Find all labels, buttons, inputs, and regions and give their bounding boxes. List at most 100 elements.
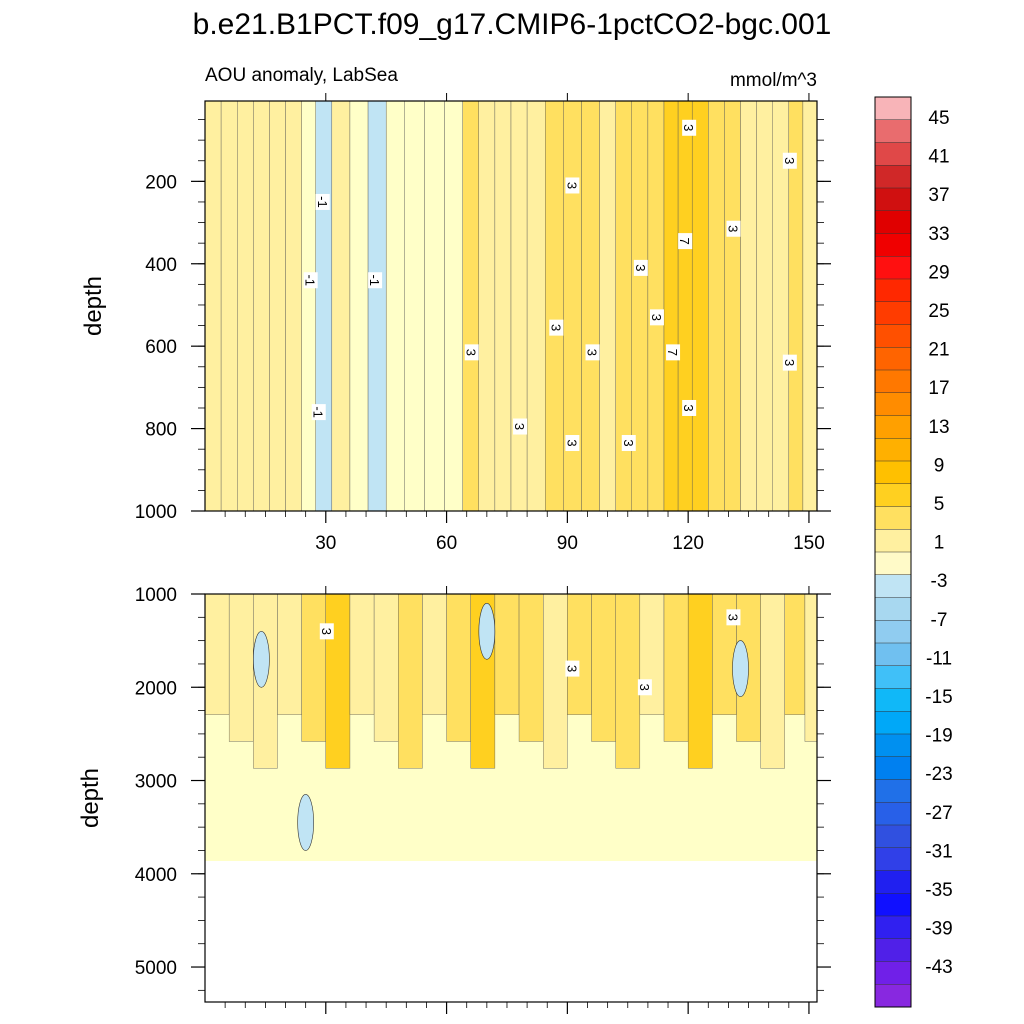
colorbar-label: -19 bbox=[925, 726, 952, 747]
contour-label-box bbox=[726, 609, 741, 626]
data-column bbox=[301, 594, 326, 742]
colorbar-swatch bbox=[875, 643, 911, 667]
colorbar-swatch bbox=[875, 529, 911, 553]
contour-label: 3 bbox=[725, 220, 741, 237]
contour-label-text: 7 bbox=[665, 349, 680, 356]
data-column bbox=[478, 101, 496, 511]
colorbar-swatch bbox=[875, 825, 911, 849]
lower-ylabel: depth bbox=[77, 768, 104, 828]
contour-label: 3 bbox=[319, 623, 334, 640]
colorbar-swatch bbox=[875, 97, 911, 121]
colorbar-label: 37 bbox=[928, 185, 949, 206]
colorbar-swatch bbox=[875, 961, 911, 985]
data-column bbox=[691, 101, 709, 511]
contour-label-text: 3 bbox=[621, 439, 636, 446]
contour-label: 3 bbox=[621, 435, 636, 452]
contour-label-text: 3 bbox=[548, 324, 563, 331]
y-tick-label: 400 bbox=[145, 255, 177, 276]
contour-label-text: -1 bbox=[311, 406, 326, 418]
data-column bbox=[599, 101, 616, 511]
colorbar-swatch bbox=[875, 370, 911, 394]
colorbar-swatch bbox=[875, 984, 911, 1008]
data-column bbox=[220, 101, 238, 511]
x-tick-label: 90 bbox=[557, 533, 578, 554]
figure-title: b.e21.B1PCT.f09_g17.CMIP6-1pctCO2-bgc.00… bbox=[193, 8, 832, 41]
upper-axes: 30 60 90 120 150 200 400 600 800 1000 bbox=[135, 93, 831, 554]
y-tick-label: 3000 bbox=[135, 772, 177, 793]
data-column bbox=[404, 101, 425, 511]
upper-ylabel: depth bbox=[80, 276, 107, 336]
contour-label-text: 3 bbox=[725, 614, 740, 621]
data-column bbox=[581, 101, 600, 511]
colorbar-label: 25 bbox=[928, 301, 949, 322]
colorbar-swatch bbox=[875, 734, 911, 758]
contour-label-box bbox=[633, 259, 648, 276]
data-column bbox=[398, 594, 423, 769]
upper-data-columns bbox=[205, 101, 817, 511]
colorbar-swatch bbox=[875, 483, 911, 507]
contour-label: 7 bbox=[665, 344, 681, 361]
colorbar-swatch bbox=[875, 188, 911, 212]
contour-label-box bbox=[621, 435, 636, 452]
contour-label-box bbox=[513, 418, 528, 435]
data-column bbox=[462, 101, 479, 511]
contour-label-box bbox=[565, 660, 580, 677]
lower-plot-frame bbox=[204, 593, 818, 1003]
data-column bbox=[639, 594, 665, 715]
colorbar-label: 33 bbox=[928, 224, 949, 245]
data-column bbox=[802, 101, 817, 511]
data-column bbox=[424, 101, 445, 511]
colorbar-swatch bbox=[875, 142, 911, 166]
colorbar-swatch bbox=[875, 665, 911, 689]
colorbar-swatch bbox=[875, 552, 911, 576]
contour-label-text: 3 bbox=[585, 349, 600, 356]
data-column bbox=[325, 594, 351, 769]
data-column bbox=[545, 101, 564, 511]
contour-label: 3 bbox=[564, 177, 580, 194]
x-tick-label: 120 bbox=[672, 533, 704, 554]
colorbar-label: -39 bbox=[925, 919, 952, 940]
colorbar-swatch bbox=[875, 574, 911, 598]
contour-label-text: 7 bbox=[677, 237, 692, 244]
contour-label-text: -1 bbox=[303, 274, 318, 286]
contour-label-box bbox=[303, 272, 318, 289]
contour-label-box bbox=[565, 177, 580, 194]
colorbar-swatch bbox=[875, 279, 911, 303]
contour-label-box bbox=[782, 354, 797, 371]
contour-label: -1 bbox=[303, 272, 318, 289]
contour-label-box bbox=[464, 344, 479, 361]
contour-label-text: -1 bbox=[315, 196, 330, 208]
data-column bbox=[367, 101, 387, 511]
contour-label: 3 bbox=[782, 354, 797, 371]
data-column bbox=[567, 594, 592, 715]
contour-label: 3 bbox=[725, 609, 741, 626]
data-column bbox=[615, 594, 641, 769]
colorbar-swatch bbox=[875, 233, 911, 257]
colorbar-swatch bbox=[875, 711, 911, 735]
y-tick-label: 2000 bbox=[135, 678, 177, 699]
contour-label: 7 bbox=[677, 233, 693, 250]
contour-label: 3 bbox=[681, 119, 697, 136]
colorbar-swatch bbox=[875, 506, 911, 530]
colorbar-swatch bbox=[875, 347, 911, 371]
data-column bbox=[663, 101, 679, 511]
data-column bbox=[373, 594, 399, 742]
contour-label-box bbox=[649, 309, 664, 326]
contour-label: 3 bbox=[585, 344, 600, 361]
colorbar-label: 1 bbox=[934, 533, 945, 554]
data-column bbox=[804, 594, 817, 742]
data-column bbox=[237, 101, 254, 511]
data-column bbox=[385, 101, 405, 511]
contour-label-box bbox=[666, 344, 681, 361]
contour-label-box bbox=[637, 679, 652, 696]
contour-label: -1 bbox=[367, 272, 383, 289]
colorbar: 45 41 37 33 29 25 21 17 13 9 5 1 -3 -7 -11 -15 -19 -23 -27… bbox=[874, 96, 953, 1008]
colorbar-label: 5 bbox=[934, 494, 945, 515]
colorbar-swatch bbox=[875, 210, 911, 234]
data-column bbox=[677, 101, 693, 511]
negative-patch bbox=[478, 603, 496, 660]
colorbar-label: 41 bbox=[928, 147, 949, 168]
colorbar-swatch bbox=[875, 802, 911, 826]
colorbar-swatch bbox=[875, 938, 911, 962]
